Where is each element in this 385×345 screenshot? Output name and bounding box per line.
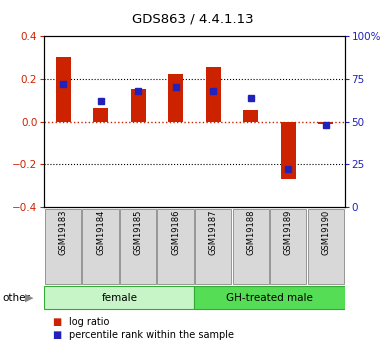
Text: GSM19183: GSM19183 — [59, 209, 67, 255]
Text: log ratio: log ratio — [69, 317, 110, 326]
Text: GSM19188: GSM19188 — [246, 209, 255, 255]
Bar — [93, 108, 108, 121]
Bar — [308, 208, 344, 284]
Bar — [157, 208, 194, 284]
Text: percentile rank within the sample: percentile rank within the sample — [69, 330, 234, 339]
Text: other: other — [2, 293, 30, 303]
Text: GSM19186: GSM19186 — [171, 209, 180, 255]
Bar — [131, 89, 146, 121]
Bar — [168, 73, 183, 121]
Text: GSM19190: GSM19190 — [321, 209, 330, 255]
Text: ▶: ▶ — [25, 293, 33, 303]
Bar — [318, 121, 333, 124]
Bar — [45, 208, 81, 284]
Text: GSM19189: GSM19189 — [284, 209, 293, 255]
Bar — [194, 286, 345, 309]
Bar — [243, 110, 258, 121]
Bar — [120, 208, 156, 284]
Bar — [270, 208, 306, 284]
Text: GSM19184: GSM19184 — [96, 209, 105, 255]
Text: female: female — [101, 293, 137, 303]
Text: ■: ■ — [52, 330, 61, 339]
Bar — [281, 121, 296, 179]
Text: GH-treated male: GH-treated male — [226, 293, 313, 303]
Bar — [206, 67, 221, 121]
Bar — [44, 286, 194, 309]
Bar — [55, 57, 70, 121]
Bar — [233, 208, 269, 284]
Text: GDS863 / 4.4.1.13: GDS863 / 4.4.1.13 — [132, 13, 253, 26]
Text: GSM19185: GSM19185 — [134, 209, 142, 255]
Bar — [82, 208, 119, 284]
Bar — [195, 208, 231, 284]
Text: GSM19187: GSM19187 — [209, 209, 218, 255]
Text: ■: ■ — [52, 317, 61, 326]
